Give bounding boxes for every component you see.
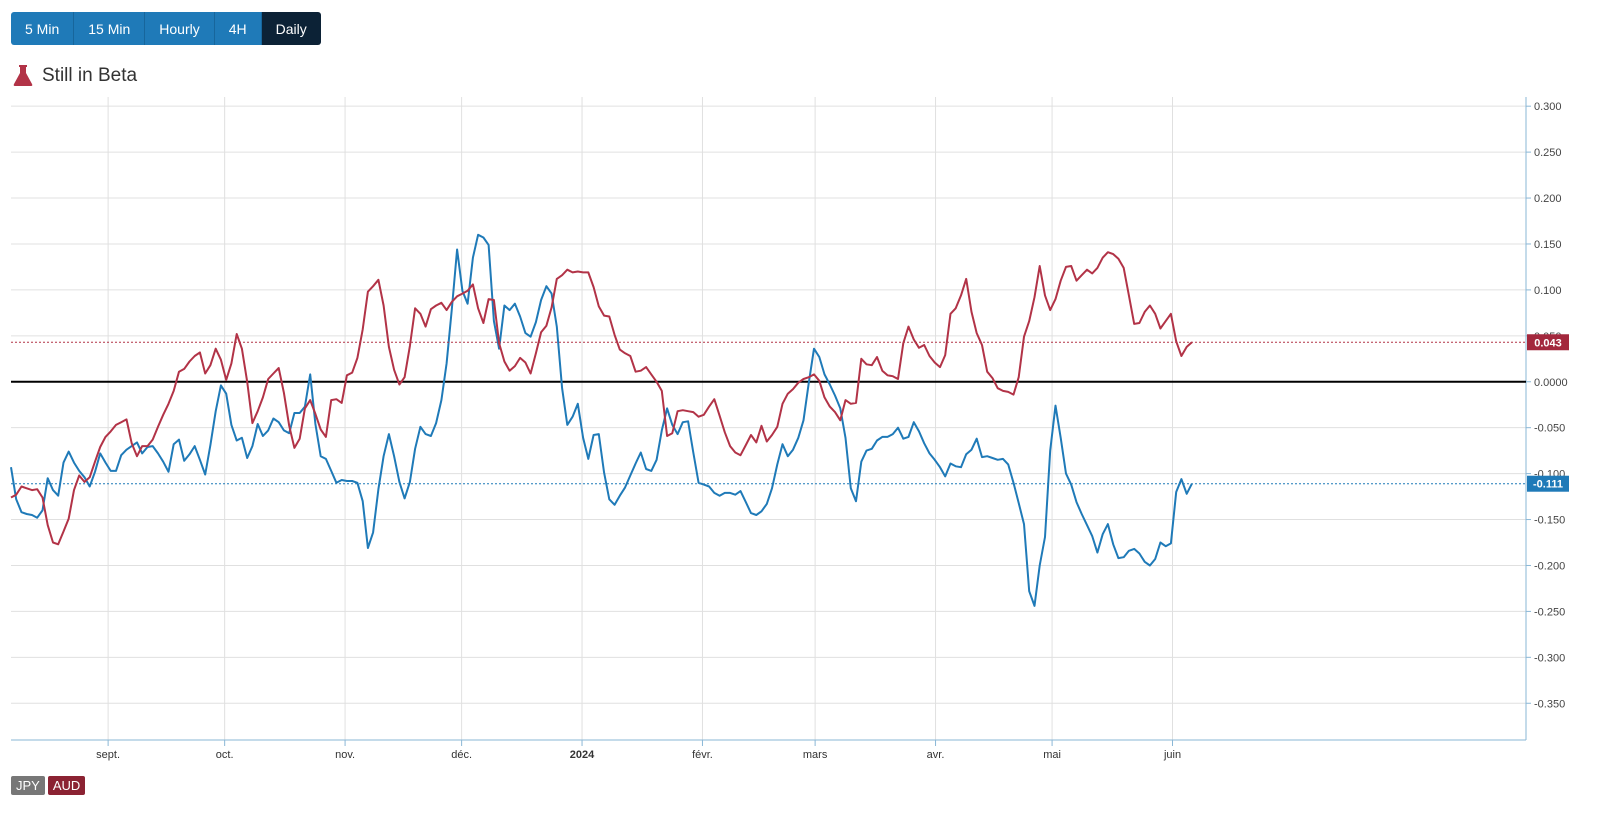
tab-5-min[interactable]: 5 Min bbox=[11, 12, 75, 45]
x-tick-label: avr. bbox=[927, 749, 945, 761]
beta-notice: Still in Beta bbox=[12, 64, 137, 88]
y-tick-label: -0.050 bbox=[1534, 423, 1565, 435]
y-tick-label: 0.200 bbox=[1534, 193, 1562, 205]
series-line-aud bbox=[10, 251, 1193, 546]
current-value-badge-aud bbox=[1527, 334, 1569, 351]
beta-label: Still in Beta bbox=[42, 65, 138, 86]
current-value-badge-jpy bbox=[1527, 475, 1569, 492]
y-tick-label: 0.0000 bbox=[1534, 377, 1568, 389]
timeframe-tabs: 5 Min 15 Min Hourly 4H Daily bbox=[11, 12, 321, 45]
y-tick-label: 0.250 bbox=[1534, 147, 1562, 159]
x-tick-label: 2024 bbox=[570, 749, 595, 761]
tab-daily[interactable]: Daily bbox=[261, 12, 321, 45]
x-tick-label: mars bbox=[803, 749, 828, 761]
y-tick-label: 0.300 bbox=[1534, 101, 1562, 113]
legend-item-jpy[interactable]: JPY bbox=[11, 776, 45, 795]
legend-item-aud[interactable]: AUD bbox=[47, 776, 86, 795]
y-tick-label: -0.300 bbox=[1534, 652, 1565, 664]
current-value-label-aud: 0.043 bbox=[1534, 337, 1562, 349]
x-tick-label: sept. bbox=[96, 749, 120, 761]
x-tick-label: oct. bbox=[216, 749, 234, 761]
y-tick-label: 0.150 bbox=[1534, 239, 1562, 251]
flask-icon bbox=[13, 65, 33, 86]
tab-15-min[interactable]: 15 Min bbox=[74, 12, 146, 45]
series-line-jpy bbox=[10, 233, 1193, 607]
y-tick-label: 0.100 bbox=[1534, 285, 1562, 297]
tab-4h[interactable]: 4H bbox=[214, 12, 262, 45]
x-tick-label: juin bbox=[1163, 749, 1181, 761]
x-tick-label: nov. bbox=[335, 749, 355, 761]
y-tick-label: -0.200 bbox=[1534, 560, 1565, 572]
x-tick-label: déc. bbox=[451, 749, 472, 761]
x-tick-label: mai bbox=[1043, 749, 1061, 761]
tab-hourly[interactable]: Hourly bbox=[145, 12, 215, 45]
y-tick-label: -0.150 bbox=[1534, 515, 1565, 527]
x-tick-label: févr. bbox=[692, 749, 713, 761]
y-tick-label: -0.350 bbox=[1534, 698, 1565, 710]
y-tick-label: -0.250 bbox=[1534, 606, 1565, 618]
current-value-label-jpy: -0.111 bbox=[1533, 479, 1563, 491]
legend: JPY AUD bbox=[11, 776, 86, 795]
